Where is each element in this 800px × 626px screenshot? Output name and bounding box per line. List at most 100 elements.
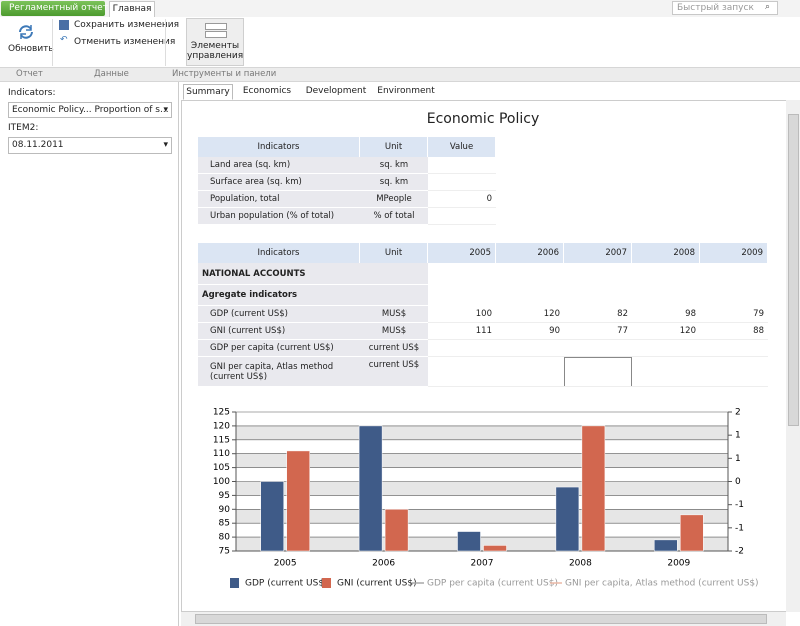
- bar: [358, 425, 383, 552]
- y2-tick-label: -1: [735, 523, 744, 533]
- y2-tick-label: -2: [735, 547, 744, 557]
- v-scrollbar[interactable]: [786, 100, 800, 612]
- legend-label: GNI per capita, Atlas method (current US…: [565, 579, 759, 589]
- ribbon: [0, 17, 800, 67]
- label: Регламентный отчет: [9, 3, 108, 13]
- row-name: Surface area (sq. km): [198, 174, 360, 191]
- x-tick-label: 2006: [372, 559, 395, 569]
- value-cell: 111: [428, 323, 496, 340]
- value-cell: [700, 340, 768, 357]
- icon: [205, 23, 227, 30]
- value-cell: 82: [564, 306, 632, 323]
- save-icon: [59, 20, 69, 30]
- value-cell: [632, 340, 700, 357]
- undo-button[interactable]: Отменить изменения: [74, 37, 176, 47]
- y-tick-label: 125: [213, 408, 230, 418]
- row-name: Land area (sq. km): [198, 157, 360, 174]
- value: Economic Policy... Proportion of s... (1: [12, 105, 172, 115]
- value-cell: [428, 340, 496, 357]
- row-name: GNI per capita, Atlas method (current US…: [198, 357, 360, 387]
- dropdown-arrow: ▾: [163, 105, 168, 115]
- scroll-thumb[interactable]: [788, 114, 799, 426]
- header-cell: Value: [428, 137, 496, 157]
- save-button[interactable]: Сохранить изменения: [74, 20, 180, 30]
- report-button[interactable]: Регламентный отчет ▾: [1, 1, 115, 16]
- row-name: GDP per capita (current US$): [198, 340, 360, 357]
- x-tick-label: 2009: [667, 559, 690, 569]
- separator: [165, 19, 166, 66]
- row-unit: current US$: [360, 357, 428, 387]
- section-row: NATIONAL ACCOUNTS: [198, 263, 428, 285]
- legend-swatch: [322, 578, 331, 588]
- indicators-label: Indicators:: [8, 88, 56, 98]
- y-tick-label: 110: [213, 449, 230, 459]
- bar: [384, 509, 409, 552]
- bar: [555, 486, 580, 552]
- header-cell: Indicators: [198, 137, 360, 157]
- undo-icon: ↶: [60, 35, 68, 45]
- tab[interactable]: Environment: [375, 84, 437, 100]
- indicators-combo[interactable]: Economic Policy... Proportion of s... (1…: [8, 102, 172, 118]
- y2-tick-label: 1: [735, 431, 741, 441]
- dropdown-arrow: ▾: [163, 140, 168, 150]
- y2-tick-label: 2: [735, 408, 741, 418]
- bar: [581, 425, 606, 552]
- legend-label: GDP per capita (current US$): [427, 579, 558, 589]
- tab[interactable]: Economics: [237, 84, 297, 100]
- y2-tick-label: 1: [735, 454, 741, 464]
- grid-band: [236, 425, 728, 440]
- y2-tick-label: -1: [735, 500, 744, 510]
- header-cell: 2007: [564, 243, 632, 263]
- value-cell: 120: [496, 306, 564, 323]
- h-scrollbar[interactable]: [181, 612, 786, 626]
- value-cell: [428, 174, 496, 191]
- value-cell: [564, 340, 632, 357]
- bar: [680, 514, 704, 552]
- value-cell: 120: [632, 323, 700, 340]
- header-cell: Unit: [360, 243, 428, 263]
- value-cell: [632, 357, 700, 387]
- row-unit: MPeople: [360, 191, 428, 208]
- value-cell: 0: [428, 191, 496, 208]
- row-unit: sq. km: [360, 157, 428, 174]
- y-tick-label: 100: [213, 477, 230, 487]
- value-cell: [564, 357, 632, 387]
- value-cell: 98: [632, 306, 700, 323]
- item-label: ITEM2:: [8, 123, 39, 133]
- y-tick-label: 95: [219, 491, 230, 501]
- legend-label: GDP (current US$): [245, 579, 328, 589]
- header-cell: 2008: [632, 243, 700, 263]
- header-cell: Indicators: [198, 243, 360, 263]
- value-cell: 100: [428, 306, 496, 323]
- ribbon-tab[interactable]: Главная: [109, 1, 155, 18]
- y-tick-label: 80: [219, 533, 231, 543]
- group-label: Отчет: [16, 69, 43, 79]
- report-title: Economic Policy: [426, 111, 540, 127]
- row-name: Population, total: [198, 191, 360, 208]
- y2-tick-label: 0: [735, 477, 741, 487]
- row-unit: MUS$: [360, 306, 428, 323]
- header-cell: 2006: [496, 243, 564, 263]
- bar: [260, 481, 284, 552]
- search-box[interactable]: Быстрый запуск: [672, 1, 778, 15]
- y-tick-label: 75: [219, 547, 230, 557]
- bar: [286, 450, 310, 552]
- legend-swatch: [230, 578, 239, 588]
- value-cell: 90: [496, 323, 564, 340]
- x-tick-label: 2008: [569, 559, 592, 569]
- value-cell: [428, 357, 496, 387]
- row-unit: MUS$: [360, 323, 428, 340]
- refresh-button[interactable]: Обновить: [8, 44, 54, 54]
- tab[interactable]: Development: [301, 84, 371, 100]
- row-unit: sq. km: [360, 174, 428, 191]
- controls-button[interactable]: Элементы управления: [186, 18, 244, 66]
- value-cell: [428, 208, 496, 225]
- x-tick-label: 2005: [274, 559, 297, 569]
- group-label: Данные: [94, 69, 129, 79]
- tab[interactable]: Summary: [183, 84, 233, 100]
- y-tick-label: 85: [219, 519, 230, 529]
- row-name: Urban population (% of total): [198, 208, 360, 225]
- scroll-thumb[interactable]: [195, 614, 767, 624]
- item-combo[interactable]: 08.11.2011 ▾: [8, 137, 172, 154]
